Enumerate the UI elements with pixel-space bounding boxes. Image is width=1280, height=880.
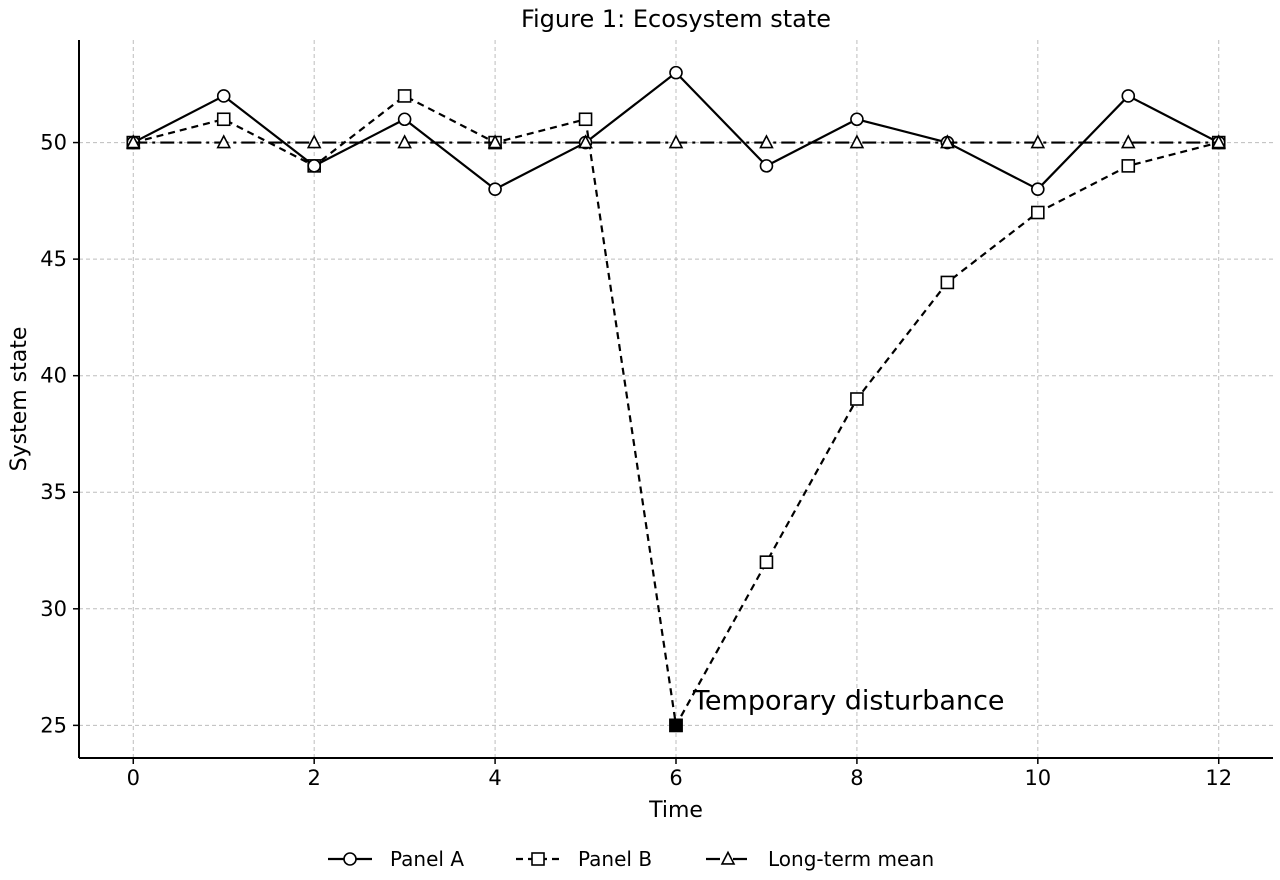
data-point-panel-b (1031, 205, 1045, 220)
data-point-panel-a (1031, 182, 1045, 196)
data-point-long-term-mean (1030, 134, 1046, 149)
x-tick-label: 10 (1024, 766, 1051, 790)
data-point-long-term-mean (487, 134, 503, 149)
data-point-panel-b (850, 392, 864, 406)
data-point-long-term-mean (759, 134, 774, 149)
legend-item-panel-b: Panel B (516, 847, 652, 871)
data-point-long-term-mean (578, 134, 593, 149)
legend-label-long-term-mean: Long-term mean (768, 847, 934, 871)
data-point-panel-a (216, 89, 231, 103)
data-point-long-term-mean (397, 134, 412, 149)
series-long-term-mean (125, 134, 1227, 149)
chart-title: Figure 1: Ecosystem state (521, 5, 831, 33)
data-point-panel-a (307, 159, 321, 173)
data-point-panel-b (578, 112, 593, 127)
data-point-panel-a (1121, 89, 1136, 103)
x-tick-label: 2 (307, 766, 320, 790)
series-group (125, 65, 1227, 733)
x-tick-label: 12 (1205, 766, 1232, 790)
legend-marker-panel-b (531, 852, 545, 866)
legend-marker-long-term-mean (720, 850, 736, 865)
annotation-text: Temporary disturbance (692, 685, 1005, 716)
data-point-panel-b (759, 555, 774, 569)
data-point-panel-a (850, 112, 864, 127)
x-tick-label: 0 (127, 766, 140, 790)
y-tick-label: 35 (40, 480, 67, 504)
data-point-panel-a (397, 112, 412, 127)
annotations: Temporary disturbance (669, 685, 1005, 733)
data-point-long-term-mean (849, 134, 865, 149)
annotation-marker (669, 718, 683, 733)
y-tick-label: 50 (40, 131, 67, 155)
data-point-long-term-mean (125, 134, 141, 149)
data-point-panel-b (397, 89, 412, 103)
legend-label-panel-a: Panel A (390, 847, 464, 871)
legend-marker-panel-a (343, 852, 357, 866)
legend-item-panel-a: Panel A (328, 847, 464, 871)
data-point-long-term-mean (216, 134, 232, 149)
x-tick-label: 6 (669, 766, 682, 790)
data-point-panel-a (759, 159, 774, 173)
data-point-long-term-mean (668, 134, 684, 149)
x-axis-label: Time (648, 798, 703, 823)
data-point-panel-a (669, 65, 683, 80)
axes: 0 2 4 6 8 10 12 25 30 35 40 45 50 (40, 40, 1273, 790)
legend-item-long-term-mean: Long-term mean (706, 847, 934, 871)
legend-label-panel-b: Panel B (578, 847, 652, 871)
y-tick-label: 25 (40, 713, 67, 737)
x-tick-label: 8 (850, 766, 863, 790)
x-tick-label: 4 (488, 766, 501, 790)
legend: Panel A Panel B Long-term mean (328, 847, 934, 871)
data-point-panel-b (940, 275, 955, 290)
data-point-long-term-mean (306, 134, 322, 149)
data-point-panel-b (216, 112, 231, 127)
y-axis-label: System state (7, 327, 32, 472)
data-point-panel-b (1121, 159, 1136, 173)
y-tick-label: 40 (40, 364, 67, 388)
data-point-long-term-mean (1211, 134, 1227, 149)
y-tick-label: 30 (40, 597, 67, 621)
data-point-long-term-mean (1120, 134, 1136, 149)
data-point-panel-a (488, 182, 502, 196)
y-tick-label: 45 (40, 247, 67, 271)
data-point-long-term-mean (940, 134, 955, 149)
